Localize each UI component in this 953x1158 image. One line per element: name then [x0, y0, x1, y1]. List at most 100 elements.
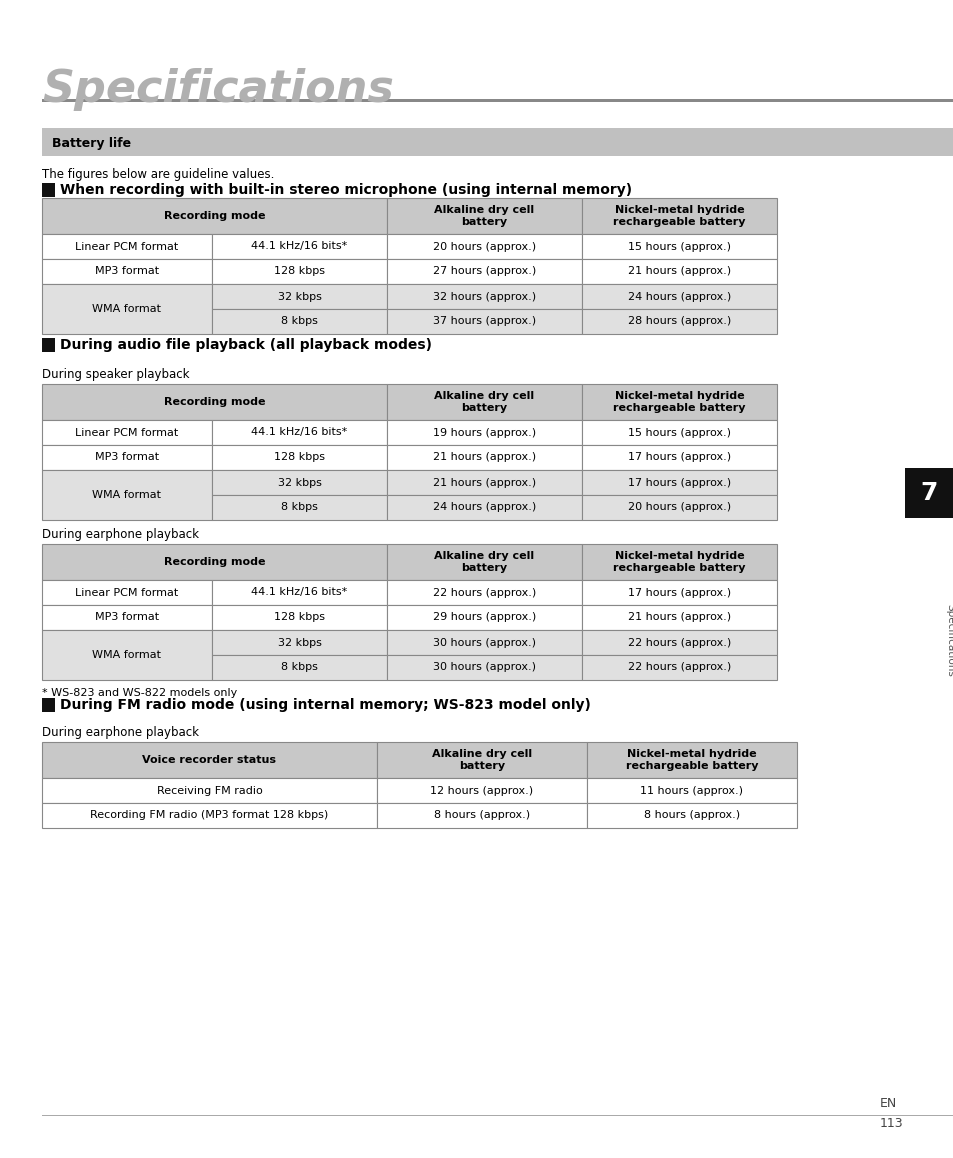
Bar	[212, 655, 387, 680]
Bar	[376, 802, 586, 828]
Text: 11 hours (approx.): 11 hours (approx.)	[639, 785, 742, 796]
Bar	[212, 309, 387, 334]
Bar	[42, 742, 376, 778]
Bar	[42, 1114, 953, 1116]
Text: 29 hours (approx.): 29 hours (approx.)	[433, 613, 536, 623]
Text: 44.1 kHz/16 bits*: 44.1 kHz/16 bits*	[251, 587, 347, 598]
Text: 128 kbps: 128 kbps	[274, 453, 325, 462]
Bar	[581, 655, 776, 680]
Text: Nickel-metal hydride
rechargeable battery: Nickel-metal hydride rechargeable batter…	[613, 391, 745, 412]
Text: 30 hours (approx.): 30 hours (approx.)	[433, 662, 536, 673]
Bar	[581, 309, 776, 334]
Bar	[212, 259, 387, 284]
Text: 17 hours (approx.): 17 hours (approx.)	[627, 477, 730, 488]
Text: 37 hours (approx.): 37 hours (approx.)	[433, 316, 536, 327]
Text: 21 hours (approx.): 21 hours (approx.)	[433, 477, 536, 488]
Bar	[581, 384, 776, 420]
Bar	[581, 544, 776, 580]
Text: Recording mode: Recording mode	[164, 397, 265, 406]
Text: 27 hours (approx.): 27 hours (approx.)	[433, 266, 536, 277]
Text: 8 kbps: 8 kbps	[281, 662, 317, 673]
Bar	[387, 198, 581, 234]
Text: 24 hours (approx.): 24 hours (approx.)	[433, 503, 536, 513]
Text: WMA format: WMA format	[92, 305, 161, 314]
Text: 8 kbps: 8 kbps	[281, 316, 317, 327]
Bar	[42, 778, 376, 802]
Bar	[42, 338, 55, 352]
Text: 21 hours (approx.): 21 hours (approx.)	[433, 453, 536, 462]
Bar	[387, 630, 581, 655]
Text: Alkaline dry cell
battery: Alkaline dry cell battery	[434, 391, 534, 412]
Text: During speaker playback: During speaker playback	[42, 368, 190, 381]
Text: 22 hours (approx.): 22 hours (approx.)	[433, 587, 536, 598]
Bar	[376, 742, 586, 778]
Text: Linear PCM format: Linear PCM format	[75, 587, 178, 598]
Bar	[42, 544, 387, 580]
Text: During FM radio mode (using internal memory; WS-823 model only): During FM radio mode (using internal mem…	[60, 698, 590, 712]
Bar	[42, 470, 212, 520]
Text: Recording mode: Recording mode	[164, 211, 265, 221]
Bar	[581, 470, 776, 494]
Bar	[387, 420, 581, 445]
Text: 30 hours (approx.): 30 hours (approx.)	[433, 638, 536, 647]
Text: The figures below are guideline values.: The figures below are guideline values.	[42, 168, 274, 181]
Bar	[42, 198, 387, 234]
Bar	[387, 544, 581, 580]
Bar	[212, 284, 387, 309]
Bar	[904, 468, 953, 518]
Text: 32 kbps: 32 kbps	[277, 477, 321, 488]
Bar	[586, 802, 796, 828]
Text: 8 hours (approx.): 8 hours (approx.)	[434, 811, 530, 821]
Text: Recording mode: Recording mode	[164, 557, 265, 567]
Bar	[581, 445, 776, 470]
Bar	[586, 742, 796, 778]
Text: 44.1 kHz/16 bits*: 44.1 kHz/16 bits*	[251, 427, 347, 438]
Text: MP3 format: MP3 format	[95, 266, 159, 277]
Text: Voice recorder status: Voice recorder status	[142, 755, 276, 765]
Bar	[42, 98, 953, 102]
Text: Nickel-metal hydride
rechargeable battery: Nickel-metal hydride rechargeable batter…	[613, 551, 745, 573]
Bar	[581, 604, 776, 630]
Text: Recording FM radio (MP3 format 128 kbps): Recording FM radio (MP3 format 128 kbps)	[91, 811, 328, 821]
Text: 8 hours (approx.): 8 hours (approx.)	[643, 811, 740, 821]
Bar	[212, 494, 387, 520]
Text: 8 kbps: 8 kbps	[281, 503, 317, 513]
Bar	[42, 234, 212, 259]
Bar	[42, 384, 387, 420]
Text: 12 hours (approx.): 12 hours (approx.)	[430, 785, 533, 796]
Text: WMA format: WMA format	[92, 650, 161, 660]
Text: 44.1 kHz/16 bits*: 44.1 kHz/16 bits*	[251, 242, 347, 251]
Text: 17 hours (approx.): 17 hours (approx.)	[627, 453, 730, 462]
Text: 32 kbps: 32 kbps	[277, 638, 321, 647]
Text: Alkaline dry cell
battery: Alkaline dry cell battery	[432, 749, 532, 771]
Bar	[212, 445, 387, 470]
Bar	[212, 580, 387, 604]
Text: Alkaline dry cell
battery: Alkaline dry cell battery	[434, 205, 534, 227]
Text: 7: 7	[920, 481, 937, 505]
Text: Specifications: Specifications	[944, 603, 953, 676]
Bar	[42, 698, 55, 712]
Bar	[42, 445, 212, 470]
Bar	[581, 420, 776, 445]
Bar	[42, 802, 376, 828]
Text: Nickel-metal hydride
rechargeable battery: Nickel-metal hydride rechargeable batter…	[625, 749, 758, 771]
Text: 22 hours (approx.): 22 hours (approx.)	[627, 662, 730, 673]
Bar	[42, 420, 212, 445]
Text: * WS-823 and WS-822 models only: * WS-823 and WS-822 models only	[42, 688, 237, 698]
Bar	[387, 309, 581, 334]
Text: 128 kbps: 128 kbps	[274, 613, 325, 623]
Bar	[586, 778, 796, 802]
Text: WMA format: WMA format	[92, 490, 161, 500]
Text: 22 hours (approx.): 22 hours (approx.)	[627, 638, 730, 647]
Text: 15 hours (approx.): 15 hours (approx.)	[627, 427, 730, 438]
Bar	[212, 630, 387, 655]
Bar	[376, 778, 586, 802]
Bar	[42, 129, 953, 156]
Text: Specifications: Specifications	[42, 68, 394, 111]
Text: Nickel-metal hydride
rechargeable battery: Nickel-metal hydride rechargeable batter…	[613, 205, 745, 227]
Bar	[42, 183, 55, 197]
Text: 32 hours (approx.): 32 hours (approx.)	[433, 292, 536, 301]
Bar	[387, 284, 581, 309]
Bar	[387, 470, 581, 494]
Bar	[581, 580, 776, 604]
